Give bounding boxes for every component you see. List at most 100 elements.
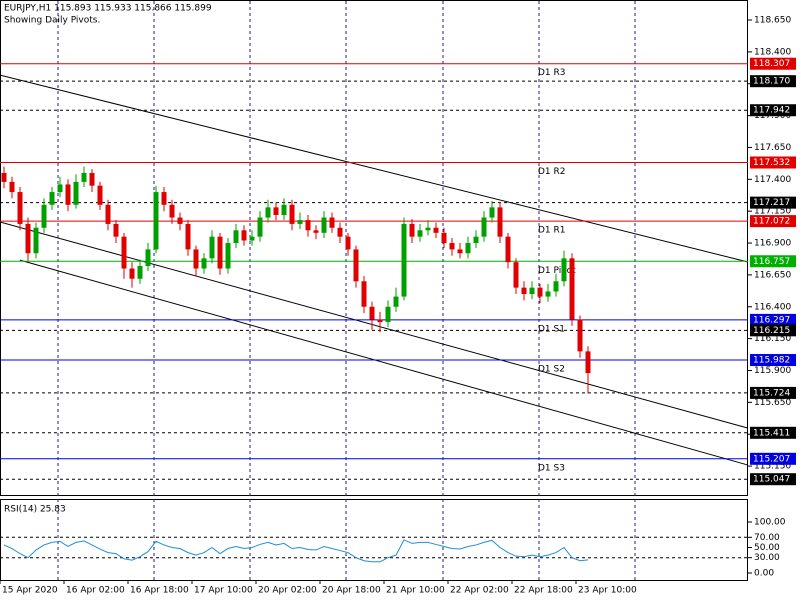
candle-body xyxy=(369,306,375,320)
level-box-label: 116.215 xyxy=(753,326,790,336)
x-tick-label: 16 Apr 18:00 xyxy=(130,586,189,596)
level-name: D1 R2 xyxy=(538,167,566,177)
candle-body xyxy=(393,296,399,307)
candle-body xyxy=(89,172,95,186)
level-box: 115.411 xyxy=(750,426,796,439)
x-tick-label: 16 Apr 02:00 xyxy=(66,586,125,596)
level-box: 115.047 xyxy=(750,473,796,486)
level-box: 115.207 xyxy=(750,452,796,465)
level-box: 115.724 xyxy=(750,386,796,399)
chart-title: EURJPY,H1 115.893 115.933 115.866 115.89… xyxy=(4,4,212,14)
level-box-bg xyxy=(750,156,796,169)
level-box-bg xyxy=(750,313,796,326)
candle-body xyxy=(489,207,495,218)
subtitle: Showing Daily Pivots. xyxy=(4,16,100,26)
layer: D1 R3 D1 R2 D1 R1 D1 Pivot D1 S1 D1 S2 D1 S3 11… xyxy=(0,16,796,596)
level-box-label: 115.047 xyxy=(753,475,790,485)
level-box-label: 115.411 xyxy=(753,428,790,438)
candle-body xyxy=(105,204,111,224)
level-box-bg xyxy=(750,104,796,117)
level-box-bg xyxy=(750,75,796,88)
candle-body xyxy=(329,217,335,228)
candle-body xyxy=(33,227,39,254)
level-box-label: 115.724 xyxy=(753,388,790,398)
level-box-label: 117.532 xyxy=(753,158,790,168)
candle-body xyxy=(569,258,575,320)
candle-body xyxy=(537,287,543,297)
y-tick-label: 0.00 xyxy=(754,569,774,579)
candle-body xyxy=(233,230,239,244)
candle-body xyxy=(121,236,127,269)
candle-body xyxy=(241,230,247,241)
candle-body xyxy=(145,249,151,266)
y-tick-label: 116.900 xyxy=(754,239,791,249)
candle-body xyxy=(57,184,63,193)
candle-body xyxy=(185,223,191,250)
level-name: D1 R1 xyxy=(538,226,566,236)
candle-body xyxy=(153,192,159,250)
y-tick-label: 116.650 xyxy=(754,270,791,280)
candle-body xyxy=(441,232,447,244)
level-box: 115.982 xyxy=(750,354,796,367)
y-tick-label: 116.150 xyxy=(754,334,791,344)
candle-body xyxy=(217,236,223,269)
candle-body xyxy=(1,172,7,182)
candle-body xyxy=(385,306,391,323)
level-box: 116.297 xyxy=(750,313,796,326)
level-box-label: 117.942 xyxy=(753,106,790,116)
rsi-frame xyxy=(0,499,748,581)
y-tick-label: 115.900 xyxy=(754,366,791,376)
level-box-bg xyxy=(750,255,796,268)
level-box-label: 117.072 xyxy=(753,217,790,227)
candle-body xyxy=(201,258,207,269)
level-box-label: 115.207 xyxy=(753,454,790,464)
candle-body xyxy=(17,192,23,224)
level-box-bg xyxy=(750,452,796,465)
candle-body xyxy=(129,268,135,279)
candle-body xyxy=(561,258,567,282)
y-tick-label: 100.00 xyxy=(754,518,786,528)
level-box-label: 116.297 xyxy=(753,315,790,325)
candle-body xyxy=(417,230,423,237)
level-name: D1 S2 xyxy=(538,365,565,375)
y-tick-label: 117.400 xyxy=(754,175,791,185)
x-tick-label: 21 Apr 10:00 xyxy=(386,586,445,596)
x-tick-label: 20 Apr 18:00 xyxy=(322,586,381,596)
candle-body xyxy=(401,223,407,297)
candle-body xyxy=(281,204,287,216)
candle-body xyxy=(345,236,351,250)
candle-body xyxy=(321,217,327,233)
trendline xyxy=(0,74,749,263)
candle-body xyxy=(137,265,143,279)
level-name: D1 S1 xyxy=(538,324,565,334)
x-tick-label: 15 Apr 2020 xyxy=(2,586,58,596)
candle-body xyxy=(65,184,71,205)
level-name: D1 R3 xyxy=(538,68,566,78)
level-box-bg xyxy=(750,57,796,70)
candle-body xyxy=(553,281,559,292)
rsi-title: RSI(14) 25.83 xyxy=(4,505,66,515)
candle-body xyxy=(409,223,415,237)
candle-body xyxy=(433,227,439,233)
level-box: 117.072 xyxy=(750,215,796,228)
level-box: 116.757 xyxy=(750,255,796,268)
level-box: 117.532 xyxy=(750,156,796,169)
candle-body xyxy=(273,207,279,216)
level-box-label: 116.757 xyxy=(753,257,790,267)
x-tick-label: 22 Apr 18:00 xyxy=(514,586,573,596)
candle-body xyxy=(457,249,463,254)
y-tick-label: 118.400 xyxy=(754,47,791,57)
candle-body xyxy=(297,220,303,224)
x-tick-label: 17 Apr 10:00 xyxy=(194,586,253,596)
candle-body xyxy=(353,249,359,282)
y-tick-label: 50.00 xyxy=(754,543,780,553)
candle-body xyxy=(497,207,503,237)
candle-body xyxy=(73,181,79,205)
candle-body xyxy=(521,287,527,295)
candle-body xyxy=(473,236,479,244)
candle-body xyxy=(169,204,175,218)
level-box: 117.217 xyxy=(750,196,796,209)
x-tick-label: 20 Apr 02:00 xyxy=(258,586,317,596)
candle-body xyxy=(313,230,319,233)
